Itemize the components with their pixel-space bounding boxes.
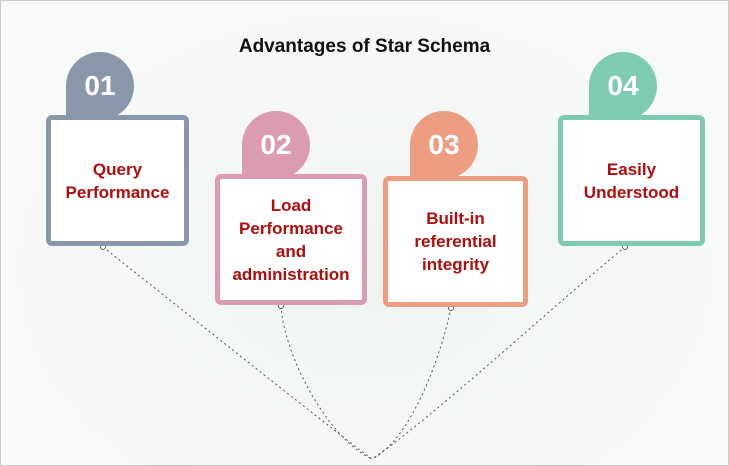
advantage-card-04: Easily Understood [558, 115, 705, 246]
number-badge-03: 03 [410, 111, 478, 179]
number-badge-02: 02 [242, 111, 310, 179]
advantage-label-03: Built-in referential integrity [414, 209, 497, 274]
connector-line-01 [102, 246, 373, 460]
diagram-title: Advantages of Star Schema [238, 36, 491, 57]
connector-line-04 [371, 246, 626, 460]
connector-line-02 [280, 305, 373, 460]
advantage-card-03: Built-in referential integrity [383, 176, 528, 307]
advantage-label-02: Load Performance and administration [232, 195, 350, 284]
advantage-card-02: Load Performance and administration [215, 174, 367, 305]
advantage-label-01: Query Performance [65, 159, 170, 202]
number-badge-04: 04 [589, 52, 657, 120]
connector-line-03 [371, 307, 452, 460]
advantage-label-04: Easily Understood [583, 159, 680, 202]
advantage-card-01: Query Performance [46, 115, 189, 246]
number-badge-01: 01 [66, 52, 134, 120]
